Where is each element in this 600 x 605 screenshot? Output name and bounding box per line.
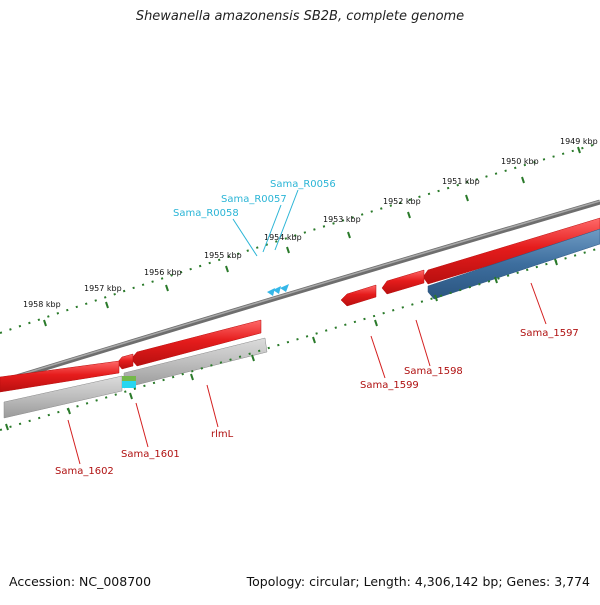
cds-sama-1599 <box>340 284 377 307</box>
inner-major-ticks <box>5 258 558 431</box>
cds-sama-1602-reverse <box>3 375 123 419</box>
trna-features <box>267 284 289 296</box>
ruler-label-1954: 1954 kbp <box>264 233 302 242</box>
cds-sama-1601 <box>116 353 134 370</box>
cds-sama-1598 <box>381 269 425 295</box>
outer-ruler <box>0 142 600 334</box>
trna-sama-r0058 <box>267 288 275 296</box>
outer-major-ticks <box>43 146 581 327</box>
gene-label-sama-1602: Sama_1602 <box>55 466 114 477</box>
gene-label-rlml: rlmL <box>211 429 234 440</box>
ruler-label-1953: 1953 kbp <box>323 215 361 224</box>
forward-cds <box>0 217 600 393</box>
gene-label-sama-r0057: Sama_R0057 <box>221 194 287 205</box>
inner-ruler <box>0 247 600 431</box>
cds-sama-1601-marker-cyan <box>122 381 136 388</box>
gene-label-sama-r0056: Sama_R0056 <box>270 179 336 190</box>
gene-label-sama-1598: Sama_1598 <box>404 366 463 377</box>
gene-label-sama-1601: Sama_1601 <box>121 449 180 460</box>
ruler-label-1952: 1952 kbp <box>383 197 421 206</box>
accession-text: Accession: NC_008700 <box>9 574 152 589</box>
cds-sama-1597-reverse <box>427 228 600 300</box>
cds-sama-1601-marker-green <box>122 376 136 381</box>
trna-sama-r0057 <box>273 286 281 294</box>
trna-leader-lines <box>232 189 299 257</box>
genome-backbone <box>0 199 600 385</box>
map-title: Shewanella amazonensis SB2B, complete ge… <box>135 9 465 24</box>
ruler-label-1955: 1955 kbp <box>204 251 242 260</box>
ruler-label-1950: 1950 kbp <box>501 157 539 166</box>
genome-summary-text: Topology: circular; Length: 4,306,142 bp… <box>246 574 590 589</box>
reverse-cds <box>3 228 600 419</box>
cds-sama-1602 <box>0 360 120 393</box>
gene-label-sama-1599: Sama_1599 <box>360 380 419 391</box>
gene-leader-lines <box>67 282 547 465</box>
ruler-label-1957: 1957 kbp <box>84 284 122 293</box>
ruler-label-1951: 1951 kbp <box>442 177 480 186</box>
ruler-label-1956: 1956 kbp <box>144 268 182 277</box>
gene-label-sama-r0058: Sama_R0058 <box>173 208 239 219</box>
ruler-label-1949: 1949 kbp <box>560 137 598 146</box>
ruler-label-1958: 1958 kbp <box>23 300 61 309</box>
trna-sama-r0056 <box>280 284 289 292</box>
gene-label-sama-1597: Sama_1597 <box>520 328 579 339</box>
